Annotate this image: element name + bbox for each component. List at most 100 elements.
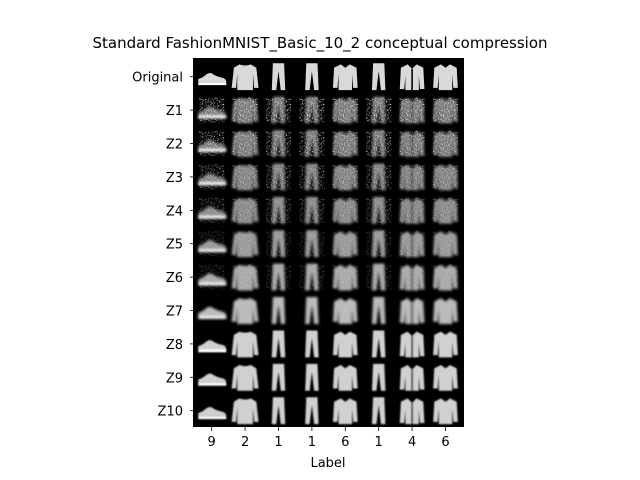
image-cell xyxy=(196,194,228,226)
image-cell xyxy=(196,294,228,327)
image-cell xyxy=(329,194,361,226)
image-cell xyxy=(296,294,328,327)
image-cell xyxy=(229,328,261,360)
image-cell xyxy=(429,161,462,193)
image-cell xyxy=(196,161,228,193)
image-cell xyxy=(262,127,295,160)
image-cell xyxy=(229,61,261,93)
row-label: Z2 xyxy=(166,138,183,153)
image-cell xyxy=(363,361,395,393)
image-cell xyxy=(396,395,428,427)
image-cell xyxy=(229,261,261,293)
image-cell xyxy=(363,127,395,160)
image-cell xyxy=(196,395,228,427)
image-cell xyxy=(296,61,328,93)
image-cell xyxy=(429,94,462,126)
column-label: 6 xyxy=(341,435,349,450)
image-cell xyxy=(296,161,328,193)
image-cell xyxy=(363,94,395,126)
image-cell xyxy=(329,261,361,293)
image-cell xyxy=(229,228,261,260)
figure-title: Standard FashionMNIST_Basic_10_2 concept… xyxy=(92,34,548,52)
row-label: Z7 xyxy=(166,305,183,320)
row-label: Z10 xyxy=(158,405,183,420)
row-label: Z3 xyxy=(166,171,183,186)
x-axis-label: Label xyxy=(310,456,345,471)
image-cell xyxy=(296,127,328,160)
row-label: Z5 xyxy=(166,238,183,253)
row-label: Z6 xyxy=(166,271,183,286)
image-cell xyxy=(196,228,228,260)
image-cell xyxy=(429,261,462,293)
image-cell xyxy=(262,328,295,360)
image-cell xyxy=(262,61,295,93)
image-cell xyxy=(396,61,428,93)
column-label: 1 xyxy=(375,435,383,450)
image-cell xyxy=(396,228,428,260)
image-cell xyxy=(196,94,228,126)
image-cell xyxy=(262,294,295,327)
image-cell xyxy=(262,94,295,126)
row-label: Z8 xyxy=(166,338,183,353)
image-cell xyxy=(196,127,228,160)
image-cell xyxy=(363,228,395,260)
image-cell xyxy=(396,127,428,160)
image-cell xyxy=(296,361,328,393)
row-label: Z4 xyxy=(166,204,183,219)
image-cell xyxy=(296,194,328,226)
image-cell xyxy=(296,328,328,360)
image-cell xyxy=(363,395,395,427)
image-cell xyxy=(329,127,361,160)
image-cell xyxy=(329,328,361,360)
image-cell xyxy=(363,328,395,360)
image-cell xyxy=(196,261,228,293)
column-label: 1 xyxy=(274,435,282,450)
image-cell xyxy=(429,328,462,360)
image-cell xyxy=(229,361,261,393)
image-cell xyxy=(262,261,295,293)
image-cell xyxy=(429,61,462,93)
column-label: 2 xyxy=(241,435,249,450)
image-cell xyxy=(329,294,361,327)
image-cell xyxy=(296,94,328,126)
image-cell xyxy=(262,361,295,393)
image-cell xyxy=(396,194,428,226)
image-cell xyxy=(229,194,261,226)
column-label: 4 xyxy=(408,435,416,450)
image-cell xyxy=(262,194,295,226)
image-cell xyxy=(262,161,295,193)
image-cell xyxy=(429,361,462,393)
image-cell xyxy=(196,361,228,393)
image-cell xyxy=(262,228,295,260)
image-cell xyxy=(229,161,261,193)
image-cell xyxy=(396,261,428,293)
image-cell xyxy=(229,94,261,126)
image-cell xyxy=(329,395,361,427)
image-cell xyxy=(396,161,428,193)
image-cell xyxy=(363,294,395,327)
image-cell xyxy=(429,294,462,327)
image-cell xyxy=(329,361,361,393)
image-cell xyxy=(396,361,428,393)
image-cell xyxy=(329,94,361,126)
image-cell xyxy=(296,228,328,260)
column-label: 6 xyxy=(441,435,449,450)
image-cell xyxy=(296,261,328,293)
image-cells xyxy=(196,61,462,427)
image-cell xyxy=(196,61,228,93)
image-cell xyxy=(396,294,428,327)
image-cell xyxy=(363,194,395,226)
image-cell xyxy=(429,395,462,427)
image-cell xyxy=(363,261,395,293)
image-cell xyxy=(429,228,462,260)
image-cell xyxy=(229,395,261,427)
column-label: 1 xyxy=(308,435,316,450)
image-cell xyxy=(329,61,361,93)
image-cell xyxy=(329,228,361,260)
image-cell xyxy=(296,395,328,427)
image-cell xyxy=(363,161,395,193)
row-label: Z9 xyxy=(166,371,183,386)
row-label: Z1 xyxy=(166,104,183,119)
